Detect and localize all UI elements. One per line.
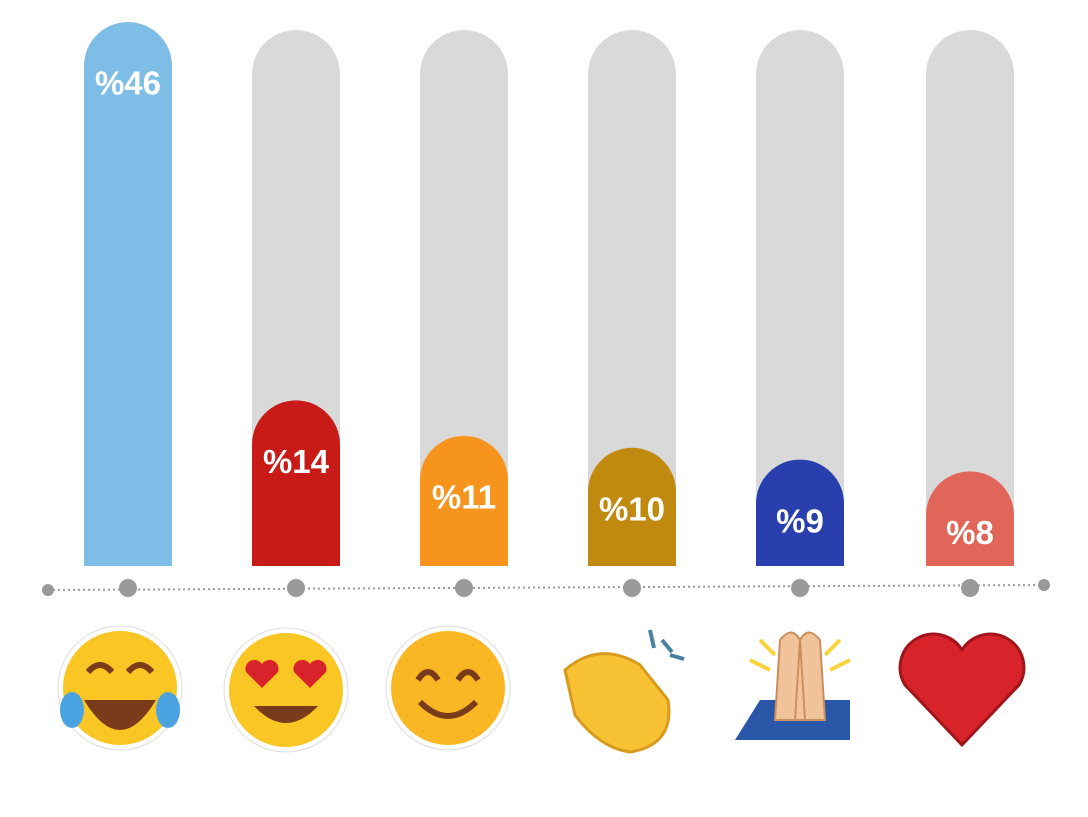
end-dot — [1038, 579, 1050, 591]
bar — [252, 400, 340, 566]
bar-track — [926, 30, 1014, 566]
baseline — [47, 584, 1045, 591]
emoji-heart-eyes — [223, 627, 349, 753]
bar — [84, 22, 172, 566]
bar-track — [420, 30, 508, 566]
axis-dot — [791, 579, 809, 597]
axis-dot — [455, 579, 473, 597]
axis-dot — [287, 579, 305, 597]
emoji-clap — [563, 629, 685, 754]
bar — [588, 447, 676, 566]
bar — [926, 471, 1014, 566]
axis-dot — [961, 579, 979, 597]
emoji-smile — [385, 625, 511, 751]
value-label: %8 — [946, 514, 994, 551]
bar — [756, 459, 844, 566]
value-label: %14 — [263, 443, 330, 480]
emoji-pray — [735, 631, 851, 740]
emoji-heart — [898, 632, 1026, 748]
value-label: %10 — [599, 490, 665, 527]
bar-track — [756, 30, 844, 566]
axis-dot — [623, 579, 641, 597]
end-dot — [42, 584, 54, 596]
emoji-laugh — [57, 625, 183, 751]
value-label: %11 — [432, 479, 496, 516]
value-label: %46 — [95, 65, 161, 102]
bar-track — [588, 30, 676, 566]
axis-dot — [119, 579, 137, 597]
value-label: %9 — [776, 502, 824, 539]
bar — [420, 435, 508, 566]
